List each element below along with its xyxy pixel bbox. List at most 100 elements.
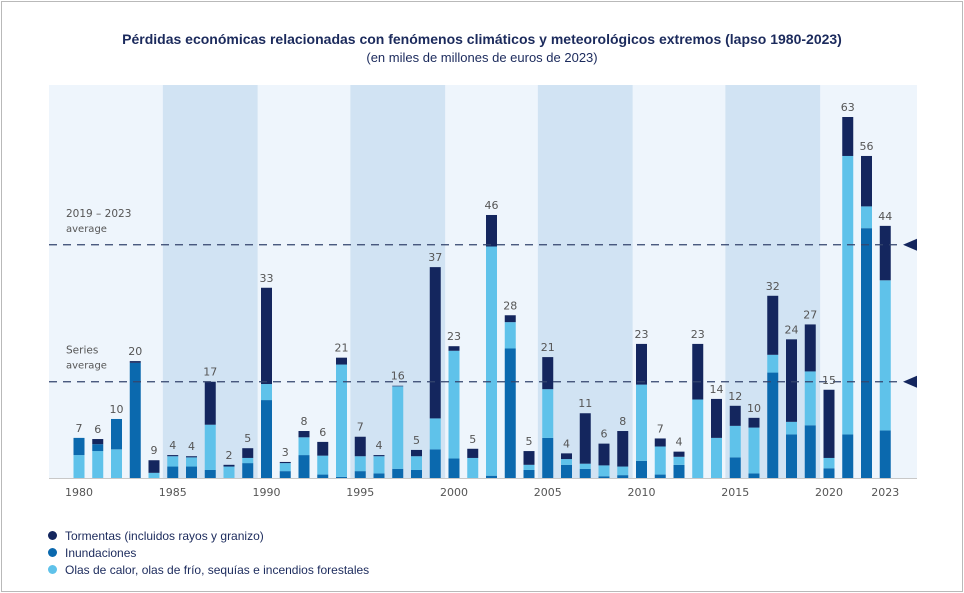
bar-segment-floods <box>786 434 797 478</box>
bar-segment-heat <box>223 466 235 478</box>
bar-1996 <box>373 455 385 478</box>
bar-segment-floods <box>354 471 366 478</box>
bar-segment-heat <box>111 449 122 478</box>
bar-2007 <box>579 413 591 478</box>
data-label: 5 <box>469 433 476 446</box>
bar-segment-floods <box>204 469 216 478</box>
bar-segment-floods <box>392 468 404 478</box>
bar-segment-storms <box>148 460 160 473</box>
data-label: 15 <box>822 374 836 387</box>
bar-segment-floods <box>729 457 741 478</box>
data-label: 23 <box>635 328 649 341</box>
legend-item-floods: Inundaciones <box>48 544 369 561</box>
data-label: 27 <box>803 308 817 321</box>
data-label: 24 <box>785 323 799 336</box>
bar-2018 <box>786 339 797 478</box>
bar-segment-heat <box>279 463 291 472</box>
data-label: 8 <box>301 415 308 428</box>
bar-segment-floods <box>167 466 179 478</box>
bar-segment-storms <box>861 155 872 207</box>
bar-segment-storms <box>204 381 216 425</box>
data-label: 44 <box>878 210 892 223</box>
bar-1985 <box>167 455 179 478</box>
bar-segment-storms <box>129 361 141 363</box>
bar-1992 <box>298 431 310 478</box>
bar-2012 <box>673 451 685 478</box>
bar-segment-storms <box>504 315 516 323</box>
bar-2000 <box>448 346 460 478</box>
bar-segment-floods <box>111 418 122 450</box>
bar-1994 <box>336 357 347 478</box>
bar-1995 <box>354 436 366 478</box>
average-label-line2: average <box>66 224 107 235</box>
shaded-band <box>537 85 633 478</box>
x-axis: 1980 1985 1990 1995 2000 2005 2010 2015 2020 2023 <box>49 478 917 499</box>
legend-swatch-floods <box>48 548 57 557</box>
bar-segment-heat <box>373 456 385 474</box>
data-label: 12 <box>728 390 742 403</box>
bar-segment-floods <box>523 469 535 478</box>
bar-2023 <box>879 225 891 478</box>
data-label: 23 <box>447 330 461 343</box>
bar-segment-heat <box>617 466 629 476</box>
bar-segment-floods <box>542 437 554 478</box>
bar-segment-storms <box>373 455 385 457</box>
data-label: 5 <box>526 435 533 448</box>
data-label: 21 <box>541 341 555 354</box>
bar-segment-floods <box>317 474 329 478</box>
legend-label-storms: Tormentas (incluidos rayos y granizo) <box>65 528 264 543</box>
bar-segment-storms <box>636 343 647 385</box>
data-label: 20 <box>128 345 142 358</box>
bars <box>73 117 891 478</box>
bar-segment-storms <box>486 214 497 247</box>
bar-segment-floods <box>579 468 591 478</box>
bar-segment-floods <box>298 455 310 478</box>
data-label: 46 <box>485 199 499 212</box>
bar-segment-heat <box>167 456 179 467</box>
data-label: 7 <box>657 422 664 435</box>
bar-segment-heat <box>486 246 497 476</box>
data-label: 4 <box>169 439 176 452</box>
data-label: 56 <box>860 140 874 153</box>
bar-segment-heat <box>654 446 666 475</box>
data-label: 14 <box>710 383 724 396</box>
x-tick-label: 2015 <box>721 486 749 499</box>
bar-segment-heat <box>92 451 104 478</box>
bar-2016 <box>748 417 760 478</box>
bar-segment-heat <box>204 424 216 470</box>
bar-segment-storms <box>429 267 441 419</box>
bar-segment-heat <box>336 364 347 477</box>
bar-2001 <box>467 448 479 478</box>
data-label: 5 <box>244 432 251 445</box>
data-label: 37 <box>428 251 442 264</box>
data-label: 6 <box>601 428 608 441</box>
bar-segment-floods <box>767 372 779 478</box>
bar-segment-floods <box>654 474 666 478</box>
bar-segment-heat <box>598 465 610 477</box>
bar-2011 <box>654 438 666 478</box>
bar-2014 <box>711 398 722 478</box>
chart-subtitle: (en miles de millones de euros de 2023) <box>366 50 598 65</box>
bar-segment-floods <box>636 460 647 478</box>
bar-segment-heat <box>823 457 835 469</box>
bar-segment-heat <box>861 206 872 229</box>
legend-swatch-storms <box>48 531 57 540</box>
bar-segment-storms <box>842 117 854 156</box>
legend-label-floods: Inundaciones <box>65 545 137 560</box>
bar-segment-floods <box>561 464 572 478</box>
bar-segment-heat <box>711 437 722 478</box>
bar-segment-storms <box>279 461 291 464</box>
data-label: 5 <box>413 434 420 447</box>
average-marker-icon <box>903 238 917 251</box>
data-label: 17 <box>203 366 217 379</box>
bar-segment-heat <box>748 427 760 474</box>
bar-1984 <box>148 460 160 478</box>
bar-segment-floods <box>617 475 629 478</box>
bar-segment-storms <box>298 431 310 438</box>
bar-segment-heat <box>579 463 591 469</box>
bar-segment-heat <box>186 457 197 467</box>
bar-1982 <box>111 418 122 478</box>
bar-segment-floods <box>673 464 685 478</box>
